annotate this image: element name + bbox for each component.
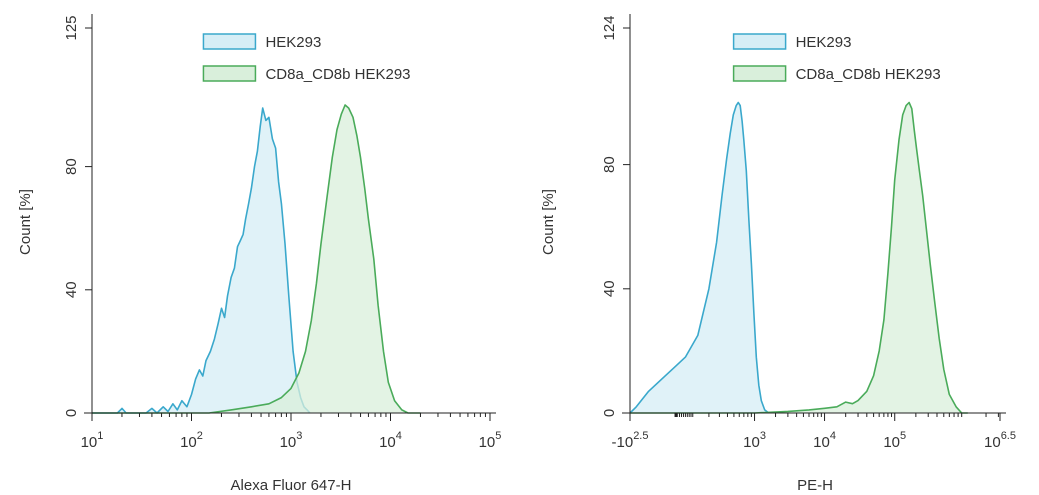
x-axis-label: PE-H — [797, 477, 833, 494]
legend-label: HEK293 — [265, 34, 321, 51]
x-tick-label: 101 — [81, 430, 104, 451]
y-tick-label: 0 — [63, 409, 80, 417]
x-tick-label: 105 — [479, 430, 502, 451]
x-axis-label: Alexa Fluor 647-H — [231, 477, 352, 494]
series-line-0 — [92, 107, 311, 414]
legend-label: CD8a_CD8b HEK293 — [796, 66, 941, 83]
y-tick-label: 80 — [601, 156, 618, 173]
y-axis-label: Count [%] — [540, 189, 557, 255]
x-tick-label: 105 — [883, 430, 906, 451]
series-line-0 — [629, 101, 770, 414]
series-line-1 — [92, 104, 421, 414]
y-tick-label: 125 — [63, 15, 80, 40]
series-area-1 — [630, 102, 968, 413]
panel-alexa-fluor: 0 40 80 125 101 102 103 104 105 Alexa Fluor 647-H… — [17, 14, 501, 494]
legend-swatch — [732, 33, 787, 50]
x-tick-label: 103 — [743, 430, 766, 451]
y-tick-label: 124 — [601, 15, 618, 40]
series-line-1 — [630, 101, 968, 414]
legend-label: CD8a_CD8b HEK293 — [265, 66, 410, 83]
legend-swatch — [732, 65, 787, 82]
legend-swatch — [202, 33, 257, 50]
panel-pe: 0 40 80 124 -102.5 103 104 105 106.5 PE-H Count [%… — [540, 14, 1016, 494]
x-tick-label: 103 — [280, 430, 303, 451]
x-tick-label: 102 — [180, 430, 203, 451]
y-tick-label: 40 — [601, 280, 618, 297]
y-tick-label: 0 — [601, 409, 618, 417]
series-area-1 — [92, 105, 421, 413]
y-tick-label: 40 — [63, 281, 80, 298]
series-area-0 — [630, 102, 769, 413]
series-area-0 — [92, 108, 310, 413]
y-tick-label: 80 — [63, 158, 80, 175]
x-tick-label: -102.5 — [612, 430, 649, 451]
legend-swatch — [202, 65, 257, 82]
legend-label: HEK293 — [796, 34, 852, 51]
x-tick-label: 104 — [379, 430, 402, 451]
x-tick-label: 106.5 — [984, 430, 1016, 451]
x-tick-label: 104 — [813, 430, 836, 451]
y-axis-label: Count [%] — [17, 189, 34, 255]
